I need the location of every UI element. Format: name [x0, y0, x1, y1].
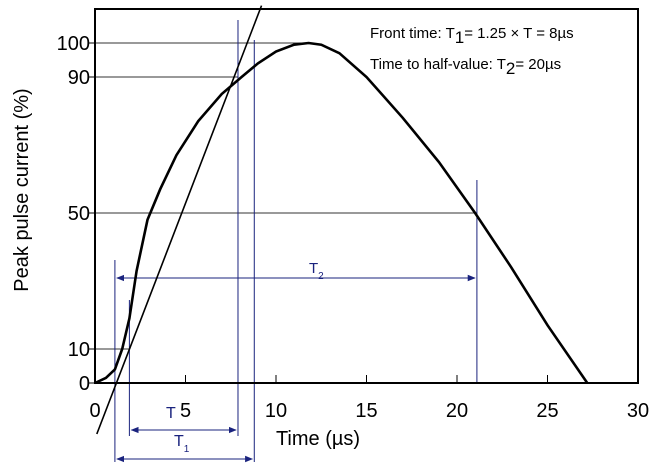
front-time-sub: 1 — [455, 28, 464, 47]
x-tick-label: 20 — [446, 400, 468, 422]
half-value-value: = 20µs — [515, 56, 561, 73]
t2-sub: 2 — [318, 271, 324, 282]
y-tick-label: 0 — [79, 373, 90, 395]
t2-marker-label: T2 — [309, 260, 324, 282]
x-tick-label: 5 — [180, 400, 191, 422]
x-tick-label: 25 — [536, 400, 558, 422]
t-marker-label: T — [166, 405, 176, 422]
t1-sub: 1 — [184, 444, 190, 455]
pulse-curve — [94, 41, 589, 385]
y-axis-label: Peak pulse current (%) — [11, 88, 33, 291]
y-tick-label: 90 — [68, 67, 90, 89]
y-tick-label: 50 — [68, 203, 90, 225]
x-axis-ticks: 0 5 10 15 20 25 30 — [89, 375, 649, 422]
front-time-annotation: Front time: T1= 1.25 × T = 8µs — [370, 25, 574, 47]
front-time-value: = 1.25 × T = 8µs — [464, 25, 573, 42]
half-value-annotation: Time to half-value: T2= 20µs — [370, 56, 561, 78]
x-tick-label: 30 — [627, 400, 649, 422]
x-axis-label: Time (µs) — [276, 428, 360, 450]
t1-label: T — [174, 433, 184, 450]
t1-marker-label: T1 — [174, 433, 190, 455]
level-guides — [95, 42, 477, 350]
y-axis-ticks: 0 10 50 90 100 — [57, 33, 95, 395]
x-tick-label: 15 — [355, 400, 377, 422]
front-time-label: Front time: T — [370, 25, 455, 42]
y-tick-label: 10 — [68, 339, 90, 361]
y-tick-label: 100 — [57, 33, 90, 55]
time-markers — [114, 20, 478, 463]
t2-label: T — [309, 260, 318, 277]
half-value-label: Time to half-value: T — [370, 56, 506, 73]
x-tick-label: 10 — [265, 400, 287, 422]
half-value-sub: 2 — [506, 59, 515, 78]
front-tangent-line — [96, 5, 263, 435]
x-tick-label: 0 — [89, 400, 100, 422]
